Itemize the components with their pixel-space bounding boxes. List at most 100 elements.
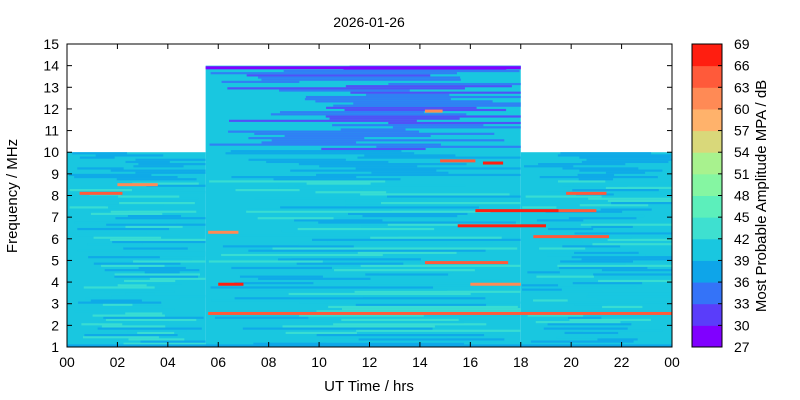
colorbar-tick-label: 57 [734,123,750,139]
heatmap-cell [247,208,392,211]
colorbar-tick-label: 69 [734,36,750,52]
colorbar-tick-label: 63 [734,79,750,95]
colorbar-segment [692,108,722,132]
heatmap-cell [284,134,431,138]
colorbar-segment [692,65,722,88]
heatmap-cell [560,260,633,263]
heatmap-cell [370,236,502,239]
heatmap-cell [285,331,357,335]
heatmap-cell [77,167,124,170]
colorbar-segment [692,217,722,240]
heatmap-cell [74,221,177,224]
heatmap-cell [288,292,471,296]
heatmap-cell [378,271,453,274]
heatmap-cell [572,282,643,285]
heatmap-cell [585,334,619,337]
heatmap-cell [597,297,644,300]
heatmap-cell [110,169,206,172]
heatmap-cell [210,286,434,289]
y-tick-label: 6 [51,231,59,247]
heatmap-cell [132,182,199,185]
heatmap-cell [593,273,672,276]
heatmap-cell [242,327,433,330]
heatmap-cell [538,249,629,252]
heatmap-cell [388,121,521,125]
heatmap-cell [525,195,602,198]
heatmap-cell [95,154,164,157]
y-tick-label: 7 [51,209,59,225]
heatmap-cell [111,295,206,298]
heatmap-cell [547,227,594,231]
colorbar-segment [692,173,722,196]
heatmap-cell [282,325,435,328]
heatmap-cell [125,308,175,311]
heatmap-cell [597,338,638,341]
heatmap-cell [125,160,170,164]
heatmap-cell [361,225,521,228]
heatmap-cell [316,173,521,177]
heatmap-cell [270,113,467,116]
heatmap-cell [248,158,346,161]
heatmap-cell [133,165,184,168]
heatmap-cell [581,258,672,261]
heatmap-cell [602,305,643,309]
y-tick-label: 8 [51,188,59,204]
heatmap-cell [105,204,164,207]
heatmap-cell [138,266,186,270]
heatmap-cell [305,95,521,99]
heatmap-cell [149,277,206,280]
heatmap-cell [127,214,182,218]
heatmap-cell [208,260,323,263]
x-tick-label: 18 [513,354,529,370]
heatmap-cell [371,171,449,174]
heatmap-cell [89,208,129,211]
heatmap-cell [74,310,160,313]
heatmap-cell [333,104,521,107]
colorbar-tick-label: 33 [734,296,750,312]
heatmap-cell [360,264,521,267]
x-axis-title: UT Time / hrs [324,378,414,395]
heatmap-cell [315,100,493,103]
heatmap-cell [586,158,672,161]
heatmap-cell [110,210,197,213]
x-tick-label: 02 [110,354,126,370]
heatmap-cell [557,264,672,267]
heatmap-cell [115,217,206,220]
heatmap-cell [304,98,451,101]
heatmap-cell [522,206,557,209]
heatmap-cell [246,210,491,213]
heatmap-cell [600,208,652,211]
y-tick-label: 15 [43,36,59,52]
heatmap-cell [557,180,606,183]
heatmap-cell [231,266,332,270]
heatmap-cell [78,301,162,304]
heatmap-cell [87,243,143,246]
colorbar-segment [692,152,722,175]
heatmap-cell [119,201,195,205]
heatmap-cell [209,180,386,183]
y-tick-label: 3 [51,296,59,312]
heatmap-cell [591,308,638,311]
x-tick-label: 16 [463,354,479,370]
heatmap-cell [125,292,155,296]
heatmap-cell [539,247,586,250]
heatmap-cell [257,76,461,79]
heatmap-cell [562,245,621,248]
heatmap-cell [305,321,464,324]
heatmap-cell [366,93,450,96]
heatmap-cell [91,288,160,291]
x-tick-label: 00 [59,354,75,370]
heatmap-cell [75,230,114,233]
heatmap-cell [114,275,199,278]
heatmap-cell [235,189,300,192]
colorbar-segment [692,87,722,110]
heatmap-cell [231,176,357,179]
heatmap-cell [564,331,619,335]
heatmap-cell [588,234,672,237]
heatmap-cell [261,78,461,81]
heatmap-cell [559,266,648,270]
heatmap-cell [333,323,487,326]
x-axis: 00 02 04 06 08 10 12 14 16 18 20 22 00 [59,44,680,370]
heatmap-feature [482,161,504,165]
